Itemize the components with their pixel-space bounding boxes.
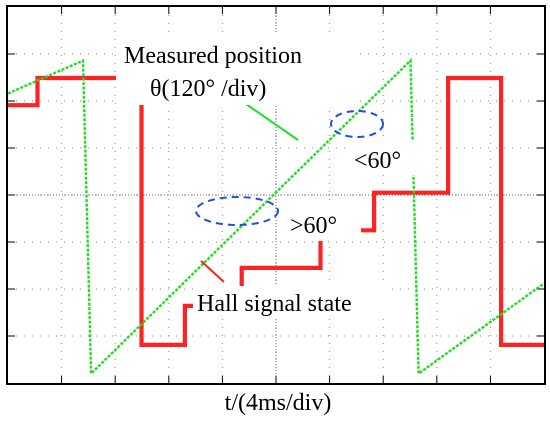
less-than-60-marker bbox=[330, 110, 384, 138]
less60-bg bbox=[352, 141, 434, 175]
hall-signal-trace bbox=[8, 75, 544, 347]
measured-position-trace bbox=[7, 57, 545, 377]
annotation-layer: Measured position θ(120° /div) <60° >60°… bbox=[116, 34, 434, 319]
hall-signal-label: Hall signal state bbox=[197, 291, 352, 317]
x-axis-label: t/(4ms/div) bbox=[225, 390, 332, 416]
greater-than-60-label: >60° bbox=[290, 213, 337, 239]
position-scale-label: θ(120° /div) bbox=[150, 76, 266, 102]
hall-leader-line bbox=[200, 260, 225, 283]
position-leader-line bbox=[245, 103, 299, 141]
greater-than-60-marker bbox=[195, 196, 279, 226]
hall-label-bg bbox=[193, 286, 389, 319]
grid bbox=[8, 7, 544, 383]
less-than-60-label: <60° bbox=[354, 148, 401, 174]
greater60-bg bbox=[287, 207, 361, 241]
series-layer bbox=[7, 57, 545, 377]
position-label-bg bbox=[116, 34, 354, 105]
measured-position-label: Measured position bbox=[124, 43, 302, 69]
